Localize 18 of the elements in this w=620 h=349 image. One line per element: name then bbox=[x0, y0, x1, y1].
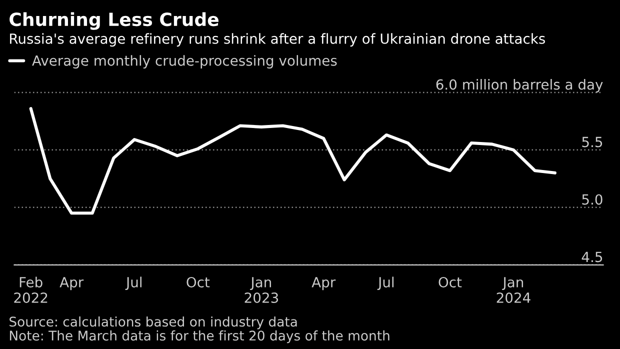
y-tick-label: 5.5 bbox=[582, 136, 602, 148]
chart-title: Churning Less Crude bbox=[10, 12, 218, 30]
y-tick-label: 5.0 bbox=[582, 194, 602, 205]
chart-subtitle: Russia's average refinery runs shrink after a flurry of Ukrainian drone attacks bbox=[10, 33, 545, 47]
text: Note: The March data is for the first 20 days of the month bbox=[10, 330, 390, 344]
x-tick-label: Oct bbox=[186, 276, 210, 288]
x-tick-label: Oct bbox=[438, 276, 462, 288]
x-tick-label: Jan 2024 bbox=[496, 277, 530, 303]
x-tick-label: Jul bbox=[377, 276, 394, 290]
y-tick-label: 4.5 bbox=[582, 252, 602, 262]
x-tick-label: Jan 2023 bbox=[244, 277, 278, 303]
x-tick-label: Apr bbox=[60, 277, 84, 290]
x-tick-label: Jul bbox=[125, 276, 142, 290]
x-tick-label: Apr bbox=[312, 277, 336, 290]
x-tick-label: Feb 2022 bbox=[14, 276, 48, 303]
source-note: Source: calculations based on industry data bbox=[10, 316, 297, 330]
y-tick-label: 6.0 million barrels a day bbox=[436, 79, 603, 92]
legend-label: Average monthly crude-processing volumes bbox=[32, 55, 337, 69]
